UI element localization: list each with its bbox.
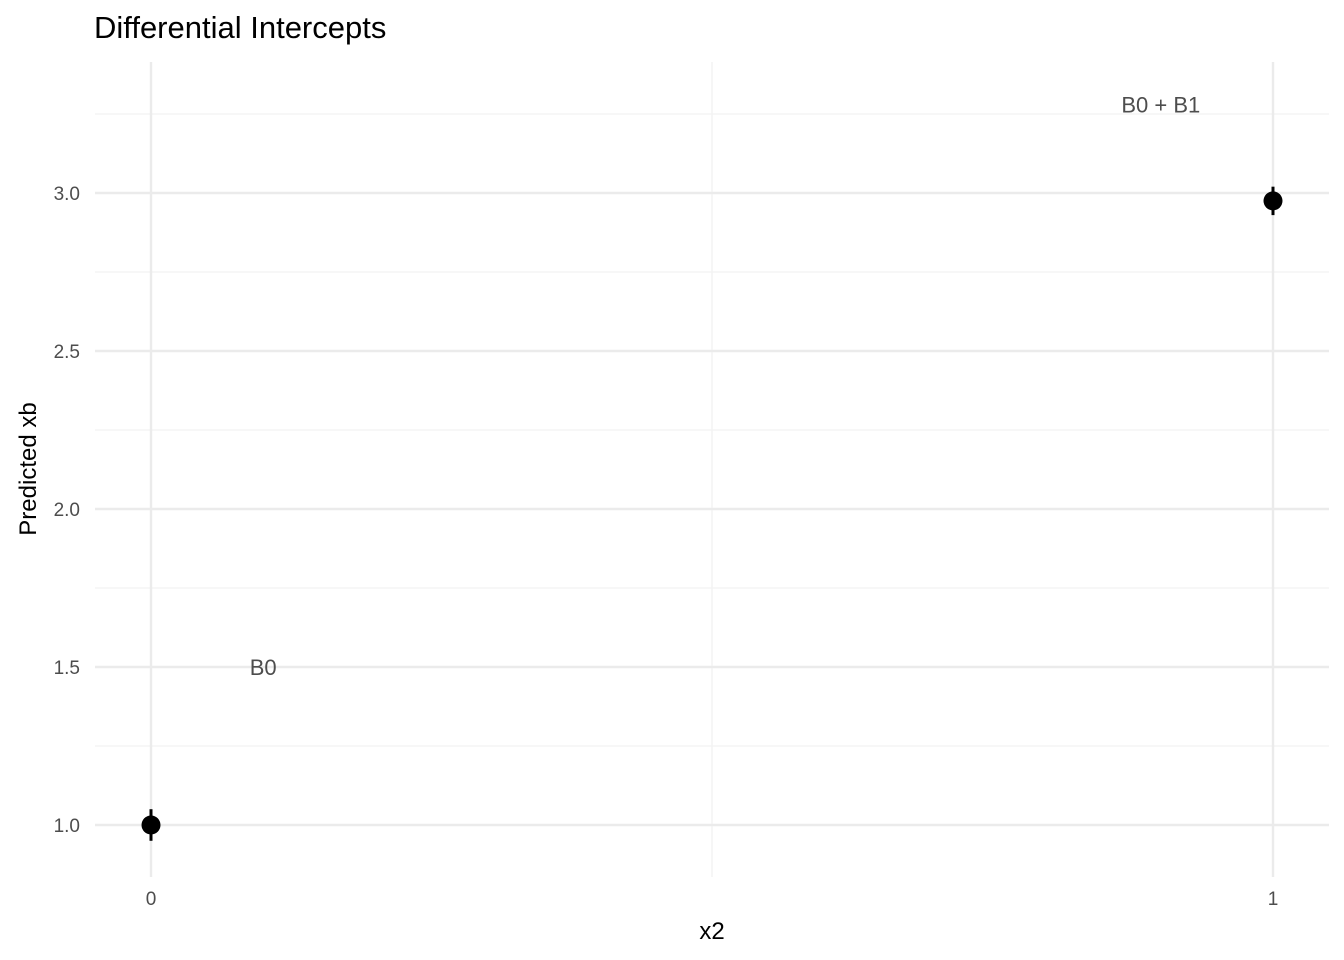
data-point [1263, 191, 1283, 211]
chart-title: Differential Intercepts [94, 10, 386, 45]
minor-gridlines [95, 62, 1329, 877]
data-marks [141, 186, 1283, 841]
data-point [141, 815, 161, 835]
y-tick-label: 2.0 [54, 500, 80, 521]
y-tick-label: 1.5 [54, 658, 80, 679]
major-gridlines [95, 62, 1329, 877]
y-axis-title: Predicted xb [15, 402, 42, 535]
x-axis-title: x2 [699, 918, 724, 945]
y-tick-labels: 1.0 1.5 2.0 2.5 3.0 [54, 184, 80, 837]
x-tick-label: 1 [1268, 889, 1279, 910]
y-tick-label: 1.0 [54, 816, 80, 837]
y-tick-label: 2.5 [54, 342, 80, 363]
annotation-label: B0 + B1 [1121, 93, 1200, 118]
y-tick-label: 3.0 [54, 184, 80, 205]
x-tick-label: 0 [146, 889, 157, 910]
annotation-label: B0 [250, 655, 277, 680]
annotations: B0 B0 + B1 [250, 93, 1201, 680]
